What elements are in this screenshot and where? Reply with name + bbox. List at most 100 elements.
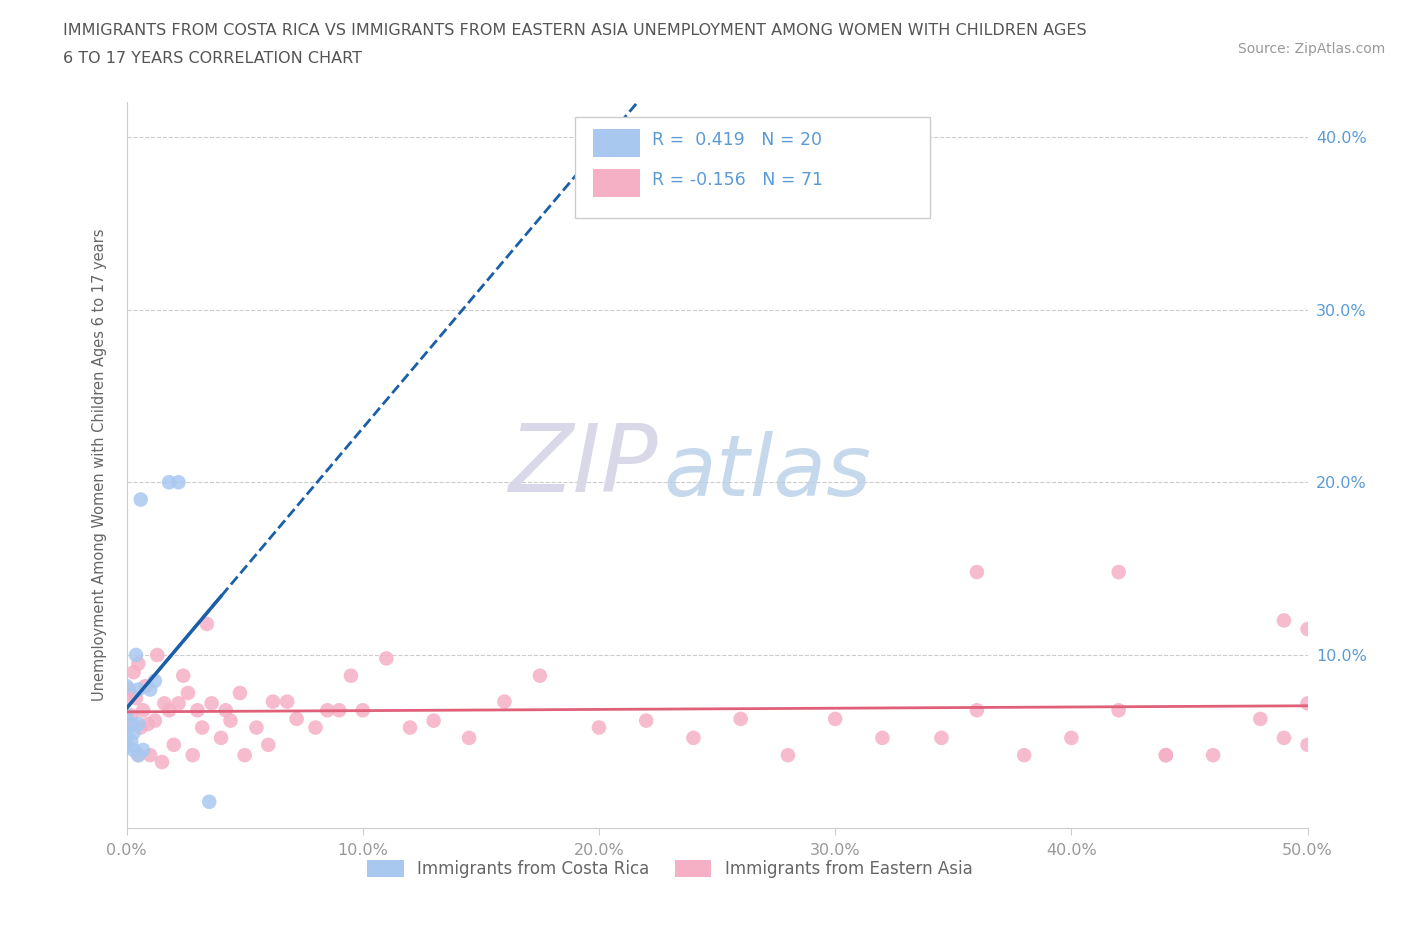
Point [181, 748, 204, 763]
Point [139, 748, 162, 763]
Point [125, 691, 148, 706]
Point [139, 682, 162, 697]
Point [304, 720, 326, 735]
Text: R = -0.156   N = 71: R = -0.156 N = 71 [652, 171, 823, 189]
Point [233, 748, 256, 763]
Text: IMMIGRANTS FROM COSTA RICA VS IMMIGRANTS FROM EASTERN ASIA UNEMPLOYMENT AMONG WO: IMMIGRANTS FROM COSTA RICA VS IMMIGRANTS… [63, 23, 1087, 38]
Point [186, 703, 208, 718]
Point [118, 682, 141, 697]
Point [1060, 730, 1083, 745]
Point [122, 665, 145, 680]
Text: ZIP: ZIP [509, 419, 658, 511]
Point [1272, 730, 1295, 745]
Point [229, 685, 252, 700]
Point [730, 711, 752, 726]
Point [352, 703, 374, 718]
Point [262, 694, 284, 709]
Point [494, 694, 516, 709]
Point [129, 720, 152, 735]
Point [120, 734, 142, 749]
Point [824, 711, 846, 726]
Point [1154, 748, 1177, 763]
Point [122, 725, 145, 740]
Point [245, 720, 267, 735]
Point [399, 720, 422, 735]
Point [122, 742, 145, 757]
Point [127, 682, 149, 697]
Text: R =  0.419   N = 20: R = 0.419 N = 20 [652, 131, 823, 150]
Point [195, 617, 218, 631]
Point [115, 691, 138, 706]
Point [191, 720, 214, 735]
Point [115, 725, 138, 740]
Bar [593, 169, 640, 196]
Point [136, 717, 159, 732]
Point [167, 475, 190, 490]
Point [340, 669, 363, 684]
Point [529, 669, 551, 684]
Point [125, 647, 148, 662]
Point [127, 748, 149, 763]
Y-axis label: Unemployment Among Women with Children Ages 6 to 17 years: Unemployment Among Women with Children A… [93, 229, 107, 701]
Point [198, 794, 221, 809]
Point [120, 717, 142, 732]
Point [682, 730, 704, 745]
Point [157, 475, 180, 490]
Point [115, 730, 138, 745]
Point [153, 696, 176, 711]
Point [215, 703, 238, 718]
Point [1012, 748, 1035, 763]
Point [134, 679, 156, 694]
Point [115, 739, 138, 754]
Point [1296, 737, 1319, 752]
Point [115, 717, 138, 732]
Point [209, 730, 232, 745]
Point [177, 685, 200, 700]
Point [458, 730, 481, 745]
Point [1249, 711, 1271, 726]
Point [127, 748, 149, 763]
Point [150, 754, 173, 769]
Point [316, 703, 339, 718]
Point [285, 711, 308, 726]
Point [966, 703, 988, 718]
Text: atlas: atlas [664, 431, 872, 513]
Point [1272, 613, 1295, 628]
Point [276, 694, 298, 709]
Point [636, 713, 658, 728]
Bar [593, 129, 640, 157]
Point [129, 492, 152, 507]
Point [157, 703, 180, 718]
Point [1202, 748, 1225, 763]
Point [115, 679, 138, 694]
Point [167, 696, 190, 711]
Point [163, 737, 186, 752]
Point [172, 669, 194, 684]
Point [257, 737, 280, 752]
Point [120, 708, 142, 723]
Legend: Immigrants from Costa Rica, Immigrants from Eastern Asia: Immigrants from Costa Rica, Immigrants f… [361, 853, 979, 884]
Point [146, 647, 169, 662]
Text: Source: ZipAtlas.com: Source: ZipAtlas.com [1237, 42, 1385, 56]
Point [422, 713, 444, 728]
Point [931, 730, 953, 745]
Point [132, 742, 155, 757]
Point [1296, 621, 1319, 636]
Point [115, 708, 138, 723]
FancyBboxPatch shape [575, 117, 929, 219]
Point [588, 720, 610, 735]
Point [127, 657, 149, 671]
Point [143, 713, 166, 728]
Point [143, 673, 166, 688]
Point [1108, 565, 1130, 579]
Point [776, 748, 799, 763]
Point [1108, 703, 1130, 718]
Text: 6 TO 17 YEARS CORRELATION CHART: 6 TO 17 YEARS CORRELATION CHART [63, 51, 363, 66]
Point [1296, 696, 1319, 711]
Point [328, 703, 350, 718]
Point [219, 713, 242, 728]
Point [1154, 748, 1177, 763]
Point [132, 703, 155, 718]
Point [200, 696, 222, 711]
Point [127, 717, 149, 732]
